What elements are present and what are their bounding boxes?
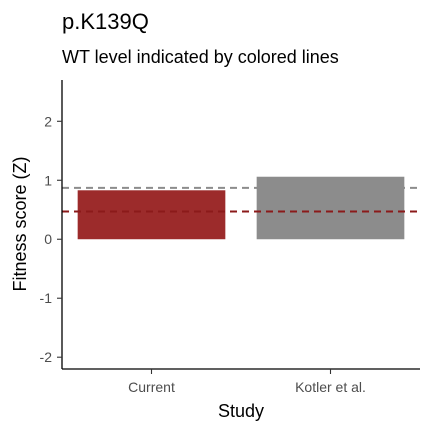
- y-axis-title: Fitness score (Z): [10, 156, 30, 291]
- y-tick-label: 2: [44, 113, 52, 129]
- bar-current: [77, 190, 226, 240]
- y-tick-label: 0: [44, 231, 52, 247]
- x-axis-ticks: Current Kotler et al.: [128, 369, 366, 395]
- chart-title: p.K139Q: [62, 9, 149, 34]
- y-axis-ticks: -2 -1 0 1 2: [40, 113, 62, 365]
- x-axis-title: Study: [218, 401, 264, 421]
- chart-subtitle: WT level indicated by colored lines: [62, 47, 339, 67]
- bar-kotler-et-al: [256, 176, 405, 240]
- y-tick-label: -2: [40, 349, 53, 365]
- bars-layer: [77, 176, 405, 240]
- y-tick-label: 1: [44, 172, 52, 188]
- y-tick-label: -1: [40, 290, 53, 306]
- x-tick-label: Kotler et al.: [295, 379, 366, 395]
- x-tick-label: Current: [128, 379, 175, 395]
